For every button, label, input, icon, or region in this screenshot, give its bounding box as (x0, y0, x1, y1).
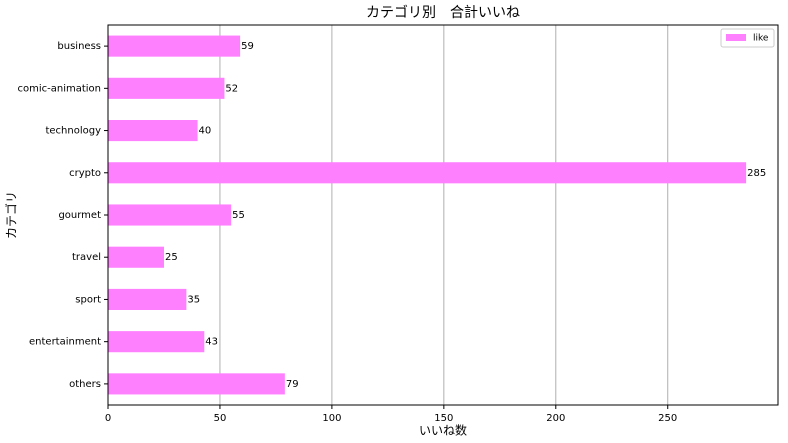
bar (108, 162, 747, 184)
y-tick-label: gourmet (58, 210, 101, 221)
y-tick-label: travel (72, 252, 101, 263)
data-label: 25 (165, 252, 178, 263)
bar (108, 288, 187, 310)
data-label: 35 (187, 294, 200, 305)
y-tick-label: business (57, 41, 101, 52)
x-tick-label: 200 (546, 413, 565, 424)
bar (108, 331, 205, 353)
bar (108, 373, 285, 395)
bar (108, 35, 241, 57)
y-tick-label: comic-animation (17, 83, 101, 94)
data-label: 79 (286, 379, 299, 390)
data-label: 40 (199, 126, 212, 137)
x-tick-label: 0 (105, 413, 111, 424)
x-tick-label: 250 (658, 413, 677, 424)
bar (108, 204, 232, 226)
data-label: 59 (241, 41, 254, 52)
y-tick-label: technology (45, 126, 101, 137)
x-axis-label: いいね数 (419, 423, 467, 438)
plot-frame (107, 24, 779, 406)
bar (108, 246, 164, 268)
y-axis-label: カテゴリ (4, 191, 19, 239)
y-tick-label: others (69, 379, 101, 390)
y-tick-label: crypto (69, 168, 101, 179)
data-label: 52 (225, 83, 238, 94)
x-tick-label: 50 (214, 413, 227, 424)
data-label: 43 (205, 337, 218, 348)
bar (108, 77, 225, 99)
data-label: 285 (747, 168, 766, 179)
legend-box (720, 28, 775, 48)
chart-title: カテゴリ別 合計いいね (366, 4, 520, 21)
legend-label: like (753, 34, 769, 44)
data-label: 55 (232, 210, 245, 221)
x-tick-label: 100 (322, 413, 341, 424)
legend-swatch (726, 34, 746, 41)
x-tick-label: 150 (434, 413, 453, 424)
bar (108, 120, 198, 142)
y-tick-label: entertainment (29, 337, 101, 348)
y-tick-label: sport (75, 294, 101, 305)
